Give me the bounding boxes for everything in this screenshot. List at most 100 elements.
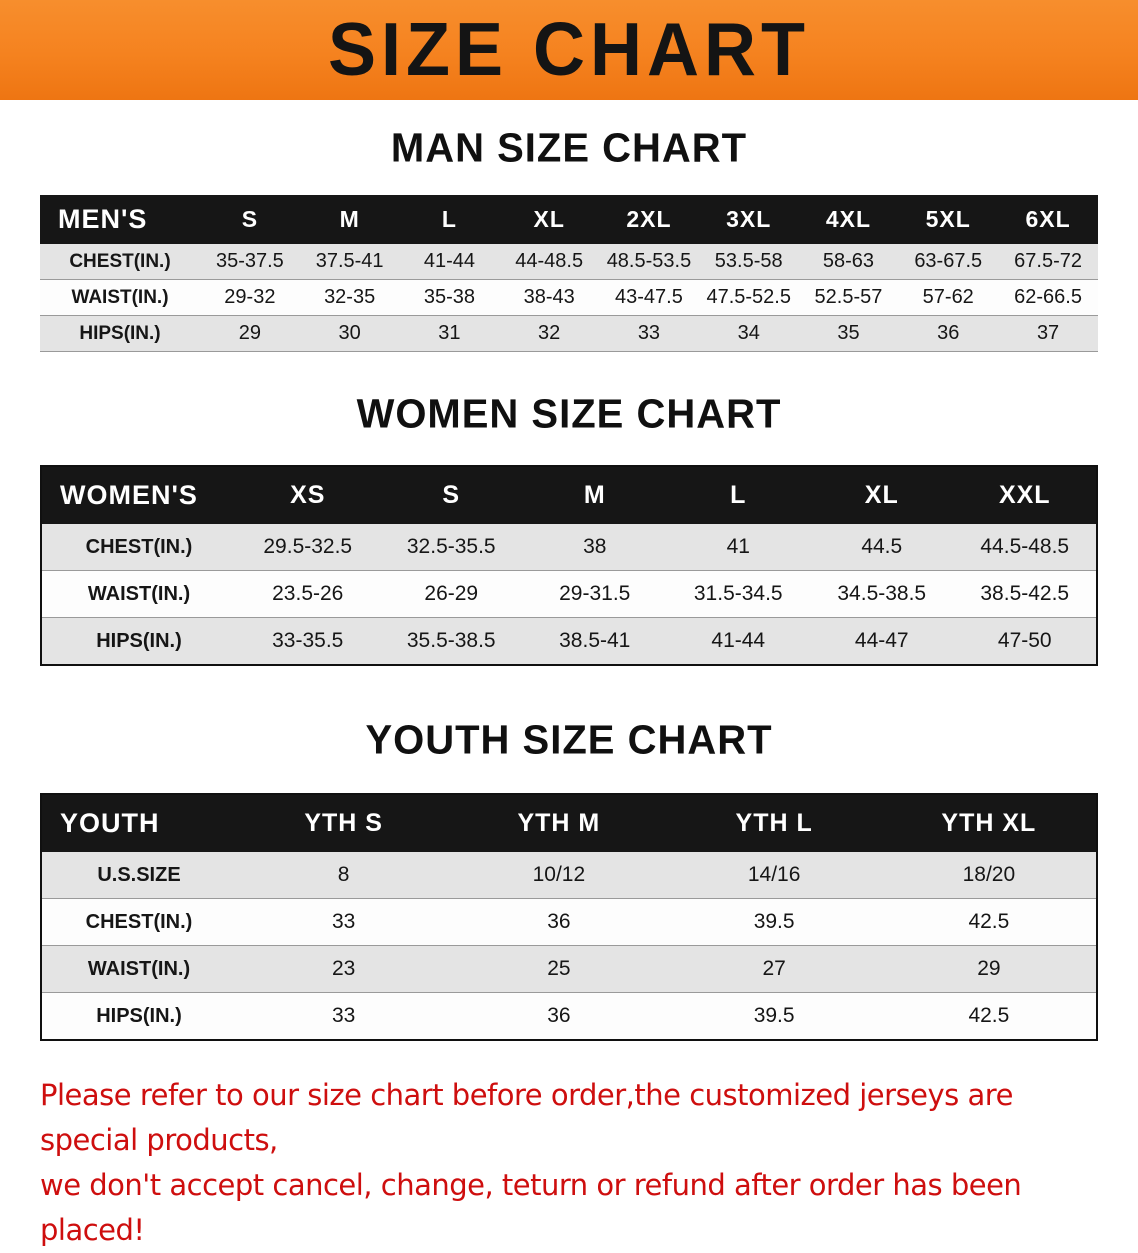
measurement-row-label: HIPS(IN.) bbox=[96, 629, 182, 652]
size-column-header: S bbox=[200, 195, 300, 244]
table-row: HIPS(IN.) 29 30 31 32 33 34 35 36 37 bbox=[40, 315, 1098, 352]
size-value-cell: 34.5-38.5 bbox=[837, 582, 927, 605]
table-row: CHEST(IN.) 33 36 39.5 42.5 bbox=[41, 898, 1097, 946]
size-value-cell: 30 bbox=[338, 322, 361, 344]
women-section-heading: WOMEN SIZE CHART bbox=[356, 391, 782, 437]
size-value-cell: 10/12 bbox=[532, 863, 586, 886]
size-value-cell: 44-47 bbox=[854, 629, 909, 652]
size-value-cell: 32-35 bbox=[324, 286, 376, 308]
measurement-row-label: CHEST(IN.) bbox=[85, 910, 193, 933]
disclaimer-note: Please refer to our size chart before or… bbox=[40, 1073, 1100, 1253]
size-value-cell: 57-62 bbox=[922, 286, 974, 308]
size-column-header: 5XL bbox=[898, 195, 999, 244]
size-column-header: XXL bbox=[953, 466, 1097, 524]
size-value-cell: 63-67.5 bbox=[914, 250, 983, 272]
table-row: WAIST(IN.) 23 25 27 29 bbox=[41, 945, 1097, 993]
size-value-cell: 36 bbox=[547, 910, 571, 933]
size-column-header: M bbox=[299, 195, 400, 244]
youth-size-section: YOUTH SIZE CHART YOUTH YTH S YTH M YTH L YTH… bbox=[0, 717, 1138, 1041]
measurement-row-label: CHEST(IN.) bbox=[85, 535, 193, 558]
size-column-header: YTH XL bbox=[881, 794, 1097, 852]
men-size-table: MEN'S S M L XL 2XL 3XL 4XL 5XL 6XL CHEST(IN.) 35-37… bbox=[40, 195, 1098, 352]
size-value-cell: 37 bbox=[1036, 322, 1060, 344]
size-value-cell: 23.5-26 bbox=[272, 582, 344, 605]
size-column-header: 2XL bbox=[599, 195, 699, 244]
banner: SIZE CHART bbox=[0, 0, 1138, 100]
size-column-header: XL bbox=[810, 466, 954, 524]
size-value-cell: 29 bbox=[977, 957, 1001, 980]
size-value-cell: 44-48.5 bbox=[515, 250, 584, 272]
table-row: WAIST(IN.) 29-32 32-35 35-38 38-43 43-47.5 47.… bbox=[40, 279, 1098, 316]
table-corner-label: MEN'S bbox=[40, 195, 200, 244]
table-row: U.S.SIZE 8 10/12 14/16 18/20 bbox=[41, 852, 1097, 899]
disclaimer-line-2: we don't accept cancel, change, teturn o… bbox=[40, 1167, 1022, 1247]
size-column-header: YTH L bbox=[666, 794, 882, 852]
size-column-header: 4XL bbox=[798, 195, 899, 244]
table-row: HIPS(IN.) 33-35.5 35.5-38.5 38.5-41 41-44 44-… bbox=[41, 617, 1097, 665]
size-value-cell: 41-44 bbox=[711, 629, 766, 652]
size-value-cell: 33 bbox=[331, 910, 356, 933]
women-size-table: WOMEN'S XS S M L XL XXL CHEST(IN.) 29.5-32.5 32.5… bbox=[40, 465, 1098, 666]
size-value-cell: 29-32 bbox=[224, 286, 276, 308]
size-value-cell: 32 bbox=[538, 322, 561, 344]
size-value-cell: 38-43 bbox=[523, 286, 575, 308]
table-row: HIPS(IN.) 33 36 39.5 42.5 bbox=[41, 992, 1097, 1040]
size-value-cell: 8 bbox=[337, 863, 350, 886]
table-header-row: YOUTH YTH S YTH M YTH L YTH XL bbox=[41, 794, 1097, 852]
size-column-header: 3XL bbox=[698, 195, 799, 244]
size-column-header: L bbox=[399, 195, 500, 244]
size-value-cell: 18/20 bbox=[962, 863, 1016, 886]
size-value-cell: 23 bbox=[331, 957, 356, 980]
table-row: CHEST(IN.) 29.5-32.5 32.5-35.5 38 41 44.5 44.5… bbox=[41, 524, 1097, 571]
size-value-cell: 39.5 bbox=[753, 910, 795, 933]
table-corner-label: YOUTH bbox=[41, 794, 236, 852]
size-column-header: 6XL bbox=[998, 195, 1098, 244]
size-value-cell: 35-38 bbox=[423, 286, 475, 308]
table-row: CHEST(IN.) 35-37.5 37.5-41 41-44 44-48.5 48.5… bbox=[40, 244, 1098, 280]
measurement-row-label: HIPS(IN.) bbox=[79, 322, 161, 344]
measurement-row-label: HIPS(IN.) bbox=[96, 1004, 182, 1027]
size-value-cell: 38.5-42.5 bbox=[980, 582, 1070, 605]
size-value-cell: 29.5-32.5 bbox=[263, 535, 353, 558]
table-row: WAIST(IN.) 23.5-26 26-29 29-31.5 31.5-34.5 34… bbox=[41, 570, 1097, 618]
size-value-cell: 67.5-72 bbox=[1014, 250, 1082, 272]
measurement-row-label: WAIST(IN.) bbox=[71, 286, 169, 308]
size-value-cell: 36 bbox=[547, 1004, 571, 1027]
women-size-section: WOMEN SIZE CHART WOMEN'S XS S M L XL XXL CHEST(… bbox=[0, 391, 1138, 666]
measurement-row-label: CHEST(IN.) bbox=[69, 250, 171, 272]
youth-size-table: YOUTH YTH S YTH M YTH L YTH XL U.S.SIZE 8 10/12… bbox=[40, 793, 1098, 1041]
size-value-cell: 31.5-34.5 bbox=[693, 582, 783, 605]
table-header-row: MEN'S S M L XL 2XL 3XL 4XL 5XL 6XL bbox=[40, 195, 1098, 244]
youth-section-heading: YOUTH SIZE CHART bbox=[365, 717, 773, 763]
men-size-section: MAN SIZE CHART MEN'S S M L XL 2XL 3XL 4XL 5XL 6XL… bbox=[0, 125, 1138, 352]
size-value-cell: 33 bbox=[637, 322, 661, 344]
size-value-cell: 35 bbox=[837, 322, 860, 344]
size-value-cell: 39.5 bbox=[753, 1004, 795, 1027]
size-value-cell: 34 bbox=[737, 322, 760, 344]
size-value-cell: 38.5-41 bbox=[559, 629, 631, 652]
size-value-cell: 35.5-38.5 bbox=[406, 629, 496, 652]
size-value-cell: 52.5-57 bbox=[814, 286, 883, 308]
men-section-heading: MAN SIZE CHART bbox=[390, 125, 748, 171]
size-value-cell: 38 bbox=[583, 535, 607, 558]
size-value-cell: 31 bbox=[438, 322, 461, 344]
size-value-cell: 36 bbox=[937, 322, 960, 344]
size-value-cell: 41-44 bbox=[423, 250, 475, 272]
measurement-row-label: WAIST(IN.) bbox=[87, 957, 191, 980]
size-value-cell: 47.5-52.5 bbox=[706, 286, 791, 308]
size-value-cell: 42.5 bbox=[968, 910, 1010, 933]
size-value-cell: 33-35.5 bbox=[272, 629, 344, 652]
measurement-row-label: U.S.SIZE bbox=[97, 863, 181, 886]
size-value-cell: 44.5-48.5 bbox=[980, 535, 1070, 558]
page-title: SIZE CHART bbox=[328, 8, 810, 92]
size-value-cell: 62-66.5 bbox=[1014, 286, 1082, 308]
size-column-header: XS bbox=[236, 466, 380, 524]
table-corner-label: WOMEN'S bbox=[41, 466, 236, 524]
size-column-header: S bbox=[379, 466, 523, 524]
size-value-cell: 42.5 bbox=[968, 1004, 1010, 1027]
size-column-header: YTH S bbox=[236, 794, 452, 852]
size-value-cell: 53.5-58 bbox=[714, 250, 783, 272]
size-value-cell: 33 bbox=[331, 1004, 356, 1027]
measurement-row-label: WAIST(IN.) bbox=[87, 582, 191, 605]
